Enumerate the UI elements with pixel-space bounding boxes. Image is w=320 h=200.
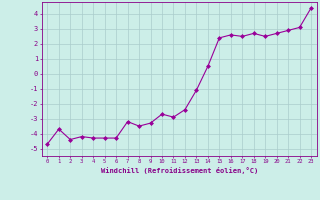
X-axis label: Windchill (Refroidissement éolien,°C): Windchill (Refroidissement éolien,°C)	[100, 167, 258, 174]
